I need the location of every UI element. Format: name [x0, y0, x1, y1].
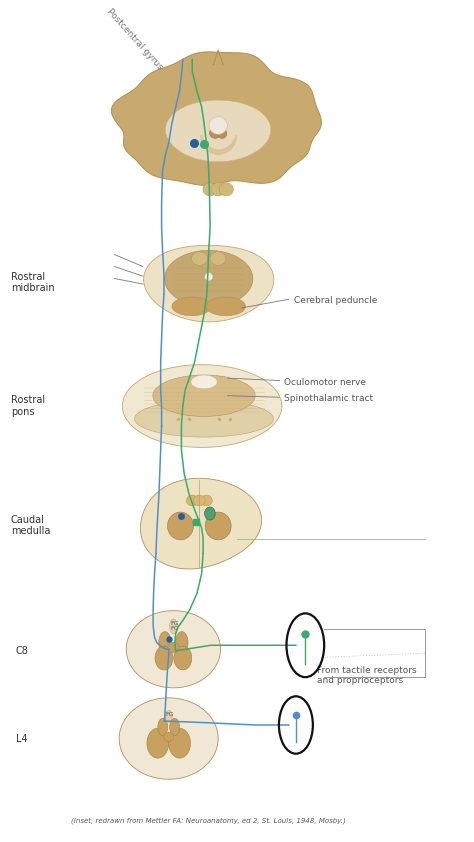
Polygon shape: [176, 632, 188, 653]
Text: FC: FC: [170, 626, 178, 631]
Polygon shape: [122, 365, 282, 447]
Polygon shape: [211, 183, 225, 196]
Polygon shape: [147, 728, 169, 758]
Polygon shape: [172, 297, 211, 316]
Polygon shape: [165, 711, 172, 722]
Polygon shape: [205, 507, 215, 520]
Polygon shape: [218, 129, 227, 138]
Polygon shape: [159, 632, 171, 653]
Polygon shape: [219, 183, 233, 196]
Polygon shape: [203, 183, 217, 196]
Text: FG: FG: [170, 621, 179, 626]
Polygon shape: [126, 610, 220, 688]
Polygon shape: [167, 512, 193, 540]
Polygon shape: [191, 375, 217, 389]
Polygon shape: [193, 495, 205, 506]
Text: Rostral
midbrain: Rostral midbrain: [11, 272, 55, 293]
Polygon shape: [153, 375, 255, 417]
Text: Oculomotor nerve: Oculomotor nerve: [284, 377, 366, 386]
Polygon shape: [191, 252, 208, 265]
Polygon shape: [210, 252, 226, 265]
Polygon shape: [158, 718, 168, 736]
Polygon shape: [210, 127, 221, 138]
Polygon shape: [140, 478, 262, 569]
Polygon shape: [206, 297, 246, 316]
Text: (Inset, redrawn from Mettler FA: Neuroanatomy, ed 2, St. Louis, 1948, Mosby.): (Inset, redrawn from Mettler FA: Neuroan…: [71, 818, 346, 824]
Text: Postcentral gyrus: Postcentral gyrus: [105, 7, 164, 72]
Polygon shape: [155, 646, 173, 670]
Polygon shape: [168, 642, 179, 653]
Polygon shape: [169, 728, 191, 758]
Polygon shape: [170, 718, 180, 736]
Polygon shape: [174, 646, 192, 670]
Polygon shape: [205, 512, 231, 540]
Polygon shape: [144, 246, 274, 322]
Text: Cerebral peduncle: Cerebral peduncle: [293, 296, 377, 306]
Text: C8: C8: [16, 646, 28, 656]
Polygon shape: [164, 250, 253, 306]
Polygon shape: [165, 100, 271, 162]
Polygon shape: [119, 698, 218, 779]
Text: Rostral
pons: Rostral pons: [11, 395, 45, 417]
Polygon shape: [186, 495, 198, 506]
Polygon shape: [135, 400, 273, 437]
Polygon shape: [111, 52, 321, 185]
Polygon shape: [204, 273, 213, 281]
Text: FG: FG: [165, 711, 174, 717]
Text: Caudal
medulla: Caudal medulla: [11, 514, 50, 536]
Polygon shape: [164, 732, 173, 741]
Text: From tactile receptors
and proprioceptors: From tactile receptors and proprioceptor…: [317, 666, 417, 685]
Polygon shape: [170, 619, 177, 634]
Text: L4: L4: [16, 733, 27, 743]
Polygon shape: [201, 495, 212, 506]
Text: Spinothalamic tract: Spinothalamic tract: [284, 394, 373, 403]
Polygon shape: [209, 117, 227, 135]
